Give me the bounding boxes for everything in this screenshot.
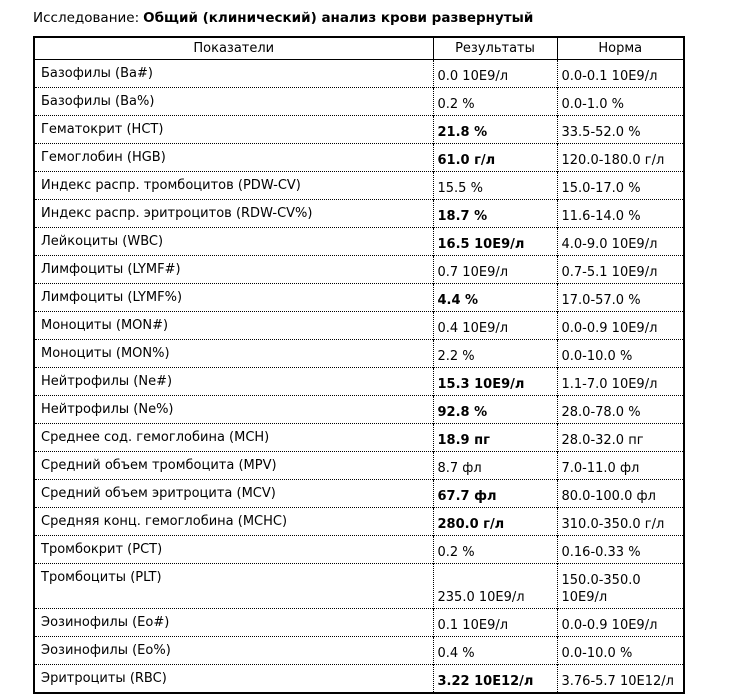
table-row: Гемоглобин (HGB) 61.0 г/л 120.0-180.0 г/л bbox=[34, 143, 684, 172]
norm-cell: 0.0-1.0 % bbox=[557, 87, 684, 116]
table-row: Средний объем тромбоцита (MPV) 8.7 фл 7.0-… bbox=[34, 451, 684, 480]
parameter-cell: Нейтрофилы (Ne#) bbox=[34, 367, 434, 396]
result-cell: 18.9 пг bbox=[433, 423, 558, 452]
table-row: Нейтрофилы (Ne#) 15.3 10E9/л 1.1-7.0 10E9/… bbox=[34, 367, 684, 396]
norm-cell: 0.0-10.0 % bbox=[557, 636, 684, 665]
table-row: Эритроциты (RBC) 3.22 10E12/л 3.76-5.7 10E… bbox=[34, 664, 684, 693]
result-cell: 67.7 фл bbox=[433, 479, 558, 508]
table-row: Базофилы (Ba#) 0.0 10E9/л 0.0-0.1 10E9/л bbox=[34, 59, 684, 88]
parameter-cell: Эритроциты (RBC) bbox=[34, 664, 434, 693]
parameter-cell: Тромбоциты (PLT) bbox=[34, 563, 434, 609]
norm-cell: 4.0-9.0 10E9/л bbox=[557, 227, 684, 256]
table-row: Эозинофилы (Eo%) 0.4 % 0.0-10.0 % bbox=[34, 636, 684, 665]
result-cell: 0.0 10E9/л bbox=[433, 59, 558, 88]
column-header-results: Результаты bbox=[432, 36, 558, 60]
result-cell: 0.2 % bbox=[433, 535, 558, 564]
parameter-cell: Моноциты (MON%) bbox=[34, 339, 434, 368]
result-cell: 0.4 10E9/л bbox=[433, 311, 558, 340]
result-cell: 0.7 10E9/л bbox=[433, 255, 558, 284]
results-table: Показатели Результаты Норма Базофилы (Ba… bbox=[33, 36, 685, 694]
result-cell: 15.3 10E9/л bbox=[433, 367, 558, 396]
norm-cell: 0.7-5.1 10E9/л bbox=[557, 255, 684, 284]
result-cell: 21.8 % bbox=[433, 115, 558, 144]
parameter-cell: Базофилы (Ba#) bbox=[34, 59, 434, 88]
norm-cell: 310.0-350.0 г/л bbox=[557, 507, 684, 536]
report-title-label: Исследование: bbox=[33, 10, 140, 26]
parameter-cell: Среднее сод. гемоглобина (MCH) bbox=[34, 423, 434, 452]
parameter-cell: Средний объем эритроцита (MCV) bbox=[34, 479, 434, 508]
norm-cell: 0.0-0.1 10E9/л bbox=[561, 69, 658, 84]
norm-cell: 28.0-78.0 % bbox=[557, 395, 684, 424]
report-title: Исследование: Общий (клинический) анализ … bbox=[0, 0, 739, 27]
result-cell: 16.5 10E9/л bbox=[433, 227, 558, 256]
norm-cell: 3.76-5.7 10E12/л bbox=[557, 664, 684, 693]
norm-cell: 0.0-10.0 % bbox=[557, 339, 684, 368]
norm-cell: 33.5-52.0 % bbox=[557, 115, 684, 144]
result-cell: 8.7 фл bbox=[433, 451, 558, 480]
table-row: Моноциты (MON#) 0.4 10E9/л 0.0-0.9 10E9/л bbox=[34, 311, 684, 340]
result-cell: 3.22 10E12/л bbox=[433, 664, 558, 693]
norm-cell: 120.0-180.0 г/л bbox=[557, 143, 684, 172]
table-row: Гематокрит (HCT) 21.8 % 33.5-52.0 % bbox=[34, 115, 684, 144]
parameter-cell: Базофилы (Ba%) bbox=[34, 87, 434, 116]
table-row: Базофилы (Ba%) 0.2 % 0.0-1.0 % bbox=[34, 87, 684, 116]
table-row: Индекс распр. тромбоцитов (PDW-CV) 15.5 %… bbox=[34, 171, 684, 200]
norm-cell: 11.6-14.0 % bbox=[557, 199, 684, 228]
result-cell: 0.2 % bbox=[433, 87, 558, 116]
parameter-cell: Гемоглобин (HGB) bbox=[34, 143, 434, 172]
result-cell: 18.7 % bbox=[433, 199, 558, 228]
result-cell: 235.0 10E9/л bbox=[433, 563, 558, 609]
column-header-norm: Норма bbox=[556, 36, 685, 60]
norm-cell: 0.16-0.33 % bbox=[557, 535, 684, 564]
table-row: Средний объем эритроцита (MCV) 67.7 фл 80.… bbox=[34, 479, 684, 508]
parameter-cell: Эозинофилы (Eo#) bbox=[34, 608, 434, 637]
result-cell: 0.4 % bbox=[433, 636, 558, 665]
table-row: Тромбоциты (PLT) 235.0 10E9/л 150.0-350.0 … bbox=[34, 563, 684, 609]
parameter-cell: Индекс распр. тромбоцитов (PDW-CV) bbox=[34, 171, 434, 200]
result-cell: 0.1 10E9/л bbox=[433, 608, 558, 637]
table-row: Моноциты (MON%) 2.2 % 0.0-10.0 % bbox=[34, 339, 684, 368]
table-row: Лейкоциты (WBC) 16.5 10E9/л 4.0-9.0 10E9/л bbox=[34, 227, 684, 256]
result-cell: 2.2 % bbox=[433, 339, 558, 368]
parameter-cell: Лимфоциты (LYMF#) bbox=[34, 255, 434, 284]
parameter-cell: Эозинофилы (Eo%) bbox=[34, 636, 434, 665]
norm-cell: 0.0-0.9 10E9/л bbox=[557, 311, 684, 340]
parameter-cell: Индекс распр. эритроцитов (RDW-CV%) bbox=[34, 199, 434, 228]
report-title-value: Общий (клинический) анализ крови разверн… bbox=[143, 10, 534, 26]
norm-cell: 0.0-0.9 10E9/л bbox=[557, 608, 684, 637]
table-body: Базофилы (Ba#) 0.0 10E9/л 0.0-0.1 10E9/л Ба… bbox=[34, 59, 684, 693]
norm-cell: 150.0-350.0 10E9/л bbox=[557, 563, 684, 609]
norm-cell: 28.0-32.0 пг bbox=[557, 423, 684, 452]
norm-cell: 80.0-100.0 фл bbox=[557, 479, 684, 508]
result-cell: 61.0 г/л bbox=[433, 143, 558, 172]
norm-cell: 1.1-7.0 10E9/л bbox=[557, 367, 684, 396]
column-header-parameters: Показатели bbox=[33, 36, 434, 60]
parameter-cell: Тромбокрит (PCT) bbox=[34, 535, 434, 564]
table-row: Лимфоциты (LYMF#) 0.7 10E9/л 0.7-5.1 10E9/… bbox=[34, 255, 684, 284]
result-cell: 280.0 г/л bbox=[433, 507, 558, 536]
table-row: Лимфоциты (LYMF%) 4.4 % 17.0-57.0 % bbox=[34, 283, 684, 312]
table-row: Индекс распр. эритроцитов (RDW-CV%) 18.7 … bbox=[34, 199, 684, 228]
table-row: Тромбокрит (PCT) 0.2 % 0.16-0.33 % bbox=[34, 535, 684, 564]
table-header-row: Показатели Результаты Норма bbox=[33, 36, 685, 60]
parameter-cell: Лейкоциты (WBC) bbox=[34, 227, 434, 256]
table-header: Показатели Результаты Норма bbox=[33, 36, 685, 60]
table-row: Эозинофилы (Eo#) 0.1 10E9/л 0.0-0.9 10E9/л bbox=[34, 608, 684, 637]
parameter-cell: Средний объем тромбоцита (MPV) bbox=[34, 451, 434, 480]
norm-cell: 17.0-57.0 % bbox=[557, 283, 684, 312]
parameter-cell: Нейтрофилы (Ne%) bbox=[34, 395, 434, 424]
norm-cell: 7.0-11.0 фл bbox=[557, 451, 684, 480]
table-row: Среднее сод. гемоглобина (MCH) 18.9 пг 28.… bbox=[34, 423, 684, 452]
table-row: Средняя конц. гемоглобина (MCHC) 280.0 г/… bbox=[34, 507, 684, 536]
result-cell: 4.4 % bbox=[433, 283, 558, 312]
result-cell: 92.8 % bbox=[433, 395, 558, 424]
parameter-cell: Моноциты (MON#) bbox=[34, 311, 434, 340]
parameter-cell: Лимфоциты (LYMF%) bbox=[34, 283, 434, 312]
result-cell: 15.5 % bbox=[433, 171, 558, 200]
norm-cell: 15.0-17.0 % bbox=[557, 171, 684, 200]
parameter-cell: Гематокрит (HCT) bbox=[34, 115, 434, 144]
table-row: Нейтрофилы (Ne%) 92.8 % 28.0-78.0 % bbox=[34, 395, 684, 424]
parameter-cell: Средняя конц. гемоглобина (MCHC) bbox=[34, 507, 434, 536]
